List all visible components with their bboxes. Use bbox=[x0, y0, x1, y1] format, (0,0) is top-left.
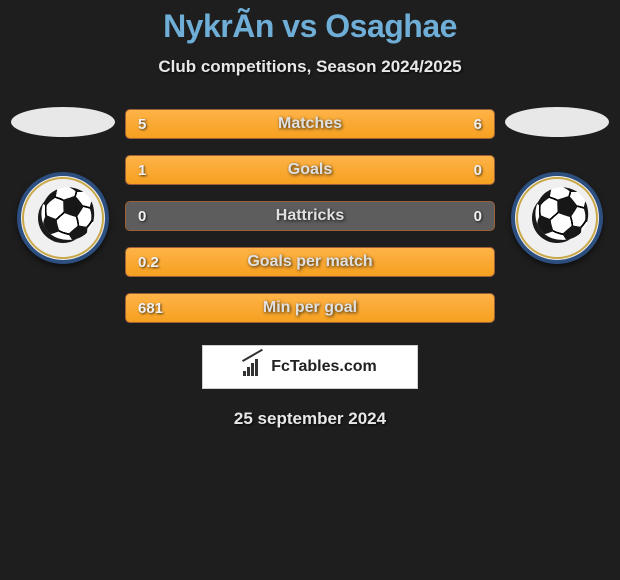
brand-logo[interactable]: FcTables.com bbox=[202, 345, 418, 389]
bar-left-value: 681 bbox=[138, 300, 163, 317]
bar-left-value: 5 bbox=[138, 116, 146, 133]
stat-bar: 5 6 Matches bbox=[125, 109, 495, 139]
stat-bar: 1 0 Goals bbox=[125, 155, 495, 185]
page-title: NykrÃn vs Osaghae bbox=[0, 8, 620, 45]
main-row: 5 6 Matches 1 0 Goals 0 0 Hattricks 0.2 Goals per … bbox=[0, 107, 620, 323]
comparison-card: NykrÃn vs Osaghae Club competitions, Sea… bbox=[0, 0, 620, 429]
left-player-placeholder bbox=[11, 107, 115, 137]
brand-text: FcTables.com bbox=[271, 358, 377, 376]
bar-right-value: 6 bbox=[474, 116, 482, 133]
soccer-ball-icon bbox=[532, 193, 582, 243]
bar-chart-icon bbox=[243, 358, 265, 376]
bar-label: Goals per match bbox=[247, 253, 372, 271]
bar-label: Goals bbox=[288, 161, 332, 179]
bar-left-value: 0 bbox=[138, 208, 146, 225]
bar-label: Hattricks bbox=[276, 207, 344, 225]
bar-left-fill bbox=[126, 156, 384, 184]
bar-label: Min per goal bbox=[263, 299, 357, 317]
right-player-placeholder bbox=[505, 107, 609, 137]
stat-bar: 0.2 Goals per match bbox=[125, 247, 495, 277]
left-club-badge bbox=[17, 172, 109, 264]
right-player-col bbox=[503, 107, 611, 264]
subtitle: Club competitions, Season 2024/2025 bbox=[0, 57, 620, 77]
stat-bar: 681 Min per goal bbox=[125, 293, 495, 323]
bar-right-value: 0 bbox=[474, 162, 482, 179]
bar-left-value: 1 bbox=[138, 162, 146, 179]
right-club-badge bbox=[511, 172, 603, 264]
left-player-col bbox=[9, 107, 117, 264]
bar-label: Matches bbox=[278, 115, 342, 133]
bar-right-value: 0 bbox=[474, 208, 482, 225]
stats-bars: 5 6 Matches 1 0 Goals 0 0 Hattricks 0.2 Goals per … bbox=[125, 107, 495, 323]
soccer-ball-icon bbox=[38, 193, 88, 243]
date-label: 25 september 2024 bbox=[0, 409, 620, 429]
bar-left-value: 0.2 bbox=[138, 254, 159, 271]
bar-left-fill bbox=[126, 110, 292, 138]
stat-bar: 0 0 Hattricks bbox=[125, 201, 495, 231]
